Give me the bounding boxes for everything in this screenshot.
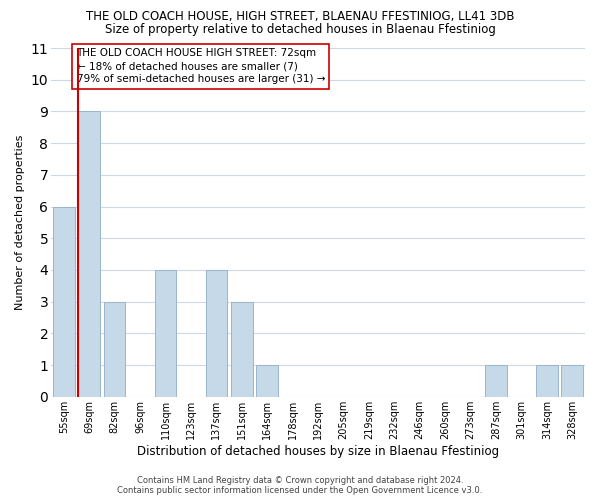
Bar <box>53 206 74 397</box>
Y-axis label: Number of detached properties: Number of detached properties <box>15 134 25 310</box>
Text: THE OLD COACH HOUSE, HIGH STREET, BLAENAU FFESTINIOG, LL41 3DB: THE OLD COACH HOUSE, HIGH STREET, BLAENA… <box>86 10 514 23</box>
Bar <box>536 365 557 397</box>
Text: Contains HM Land Registry data © Crown copyright and database right 2024.
Contai: Contains HM Land Registry data © Crown c… <box>118 476 482 495</box>
Bar <box>79 112 100 397</box>
Bar <box>104 302 125 397</box>
X-axis label: Distribution of detached houses by size in Blaenau Ffestiniog: Distribution of detached houses by size … <box>137 444 499 458</box>
Bar <box>485 365 507 397</box>
Text: THE OLD COACH HOUSE HIGH STREET: 72sqm
← 18% of detached houses are smaller (7)
: THE OLD COACH HOUSE HIGH STREET: 72sqm ←… <box>77 48 325 84</box>
Bar <box>231 302 253 397</box>
Bar <box>206 270 227 397</box>
Bar <box>155 270 176 397</box>
Bar <box>562 365 583 397</box>
Text: Size of property relative to detached houses in Blaenau Ffestiniog: Size of property relative to detached ho… <box>104 22 496 36</box>
Bar <box>256 365 278 397</box>
